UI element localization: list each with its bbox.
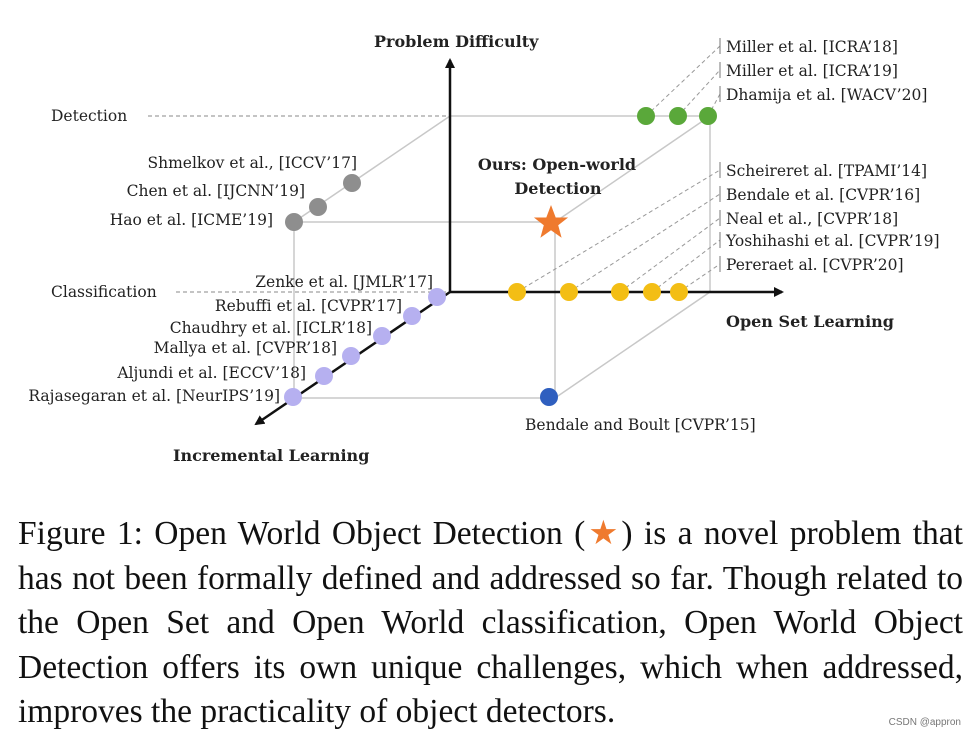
x-axis-title: Open Set Learning: [726, 312, 894, 331]
ref-label: Pereraet al. [CVPR’20]: [726, 256, 904, 274]
ref-label: Miller et al. [ICRA’19]: [726, 62, 898, 80]
incremental-classification-dot: [315, 367, 333, 385]
detection-level-label: Detection: [51, 107, 127, 125]
caption-suffix: ) is a novel problem that has not been f…: [18, 515, 963, 730]
level-guides: [148, 115, 450, 293]
incremental-classification-refs: Zenke et al. [JMLR’17] Rebuffi et al. [C…: [28, 273, 433, 405]
ours-label-line2: Detection: [514, 179, 602, 198]
ref-label: Shmelkov et al., [ICCV’17]: [148, 154, 358, 172]
classification-level-label: Classification: [51, 283, 157, 301]
ref-label: Yoshihashi et al. [CVPR’19]: [725, 232, 940, 250]
ref-label: Hao et al. [ICME’19]: [110, 211, 273, 229]
incremental-classification-dot: [284, 388, 302, 406]
z-axis-title: Incremental Learning: [173, 446, 369, 465]
ref-label: Miller et al. [ICRA’18]: [726, 38, 898, 56]
leader-lines: [516, 45, 721, 293]
open-set-classification-dot: [670, 283, 688, 301]
ref-label: Aljundi et al. [ECCV’18]: [116, 364, 306, 382]
open-set-classification-dot: [560, 283, 578, 301]
figure-caption: Figure 1: Open World Object Detection (★…: [18, 512, 963, 735]
open-world-detection-dot: [637, 107, 655, 125]
open-world-detection-dot: [699, 107, 717, 125]
open-set-classification-dot: [508, 283, 526, 301]
y-axis-title: Problem Difficulty: [374, 32, 539, 51]
incremental-classification-dot: [403, 307, 421, 325]
incremental-classification-dot: [373, 327, 391, 345]
ref-label: Dhamija et al. [WACV’20]: [726, 86, 927, 104]
incremental-detection-refs: Shmelkov et al., [ICCV’17] Chen et al. […: [110, 154, 357, 229]
watermark: CSDN @appron: [888, 717, 961, 728]
origin-dot: [540, 388, 558, 406]
open-set-classification-dot: [643, 283, 661, 301]
incremental-detection-dot: [309, 198, 327, 216]
star-icon: ★: [585, 515, 622, 552]
caption-prefix: Figure 1: Open World Object Detection (: [18, 515, 586, 552]
origin-label: Bendale and Boult [CVPR’15]: [525, 416, 756, 434]
incremental-detection-dot: [343, 174, 361, 192]
ours-label-line1: Ours: Open-world: [478, 155, 636, 174]
ref-label: Chen et al. [IJCNN’19]: [127, 182, 305, 200]
incremental-detection-dot: [285, 213, 303, 231]
ref-label: Rajasegaran et al. [NeurIPS’19]: [28, 387, 280, 405]
ref-label: Rebuffi et al. [CVPR’17]: [215, 297, 402, 315]
ref-label: Bendale et al. [CVPR’16]: [726, 186, 920, 204]
ref-label: Chaudhry et al. [ICLR’18]: [170, 319, 372, 337]
open-world-detection-star: [533, 205, 569, 238]
cube-wireframe: [293, 115, 711, 399]
open-world-detection-refs: Miller et al. [ICRA’18] Miller et al. [I…: [726, 38, 927, 104]
ref-label: Scheireret al. [TPAMI’14]: [726, 162, 927, 180]
open-world-detection-dot: [669, 107, 687, 125]
ref-label: Neal et al., [CVPR’18]: [726, 210, 898, 228]
ref-label: Mallya et al. [CVPR’18]: [154, 339, 337, 357]
incremental-classification-dot: [342, 347, 360, 365]
open-world-diagram: Problem Difficulty Open Set Learning Inc…: [28, 32, 940, 465]
incremental-classification-dot: [428, 288, 446, 306]
dots: [284, 107, 717, 406]
ref-label: Zenke et al. [JMLR’17]: [255, 273, 433, 291]
open-set-classification-dot: [611, 283, 629, 301]
open-set-classification-refs: Scheireret al. [TPAMI’14] Bendale et al.…: [725, 162, 940, 274]
